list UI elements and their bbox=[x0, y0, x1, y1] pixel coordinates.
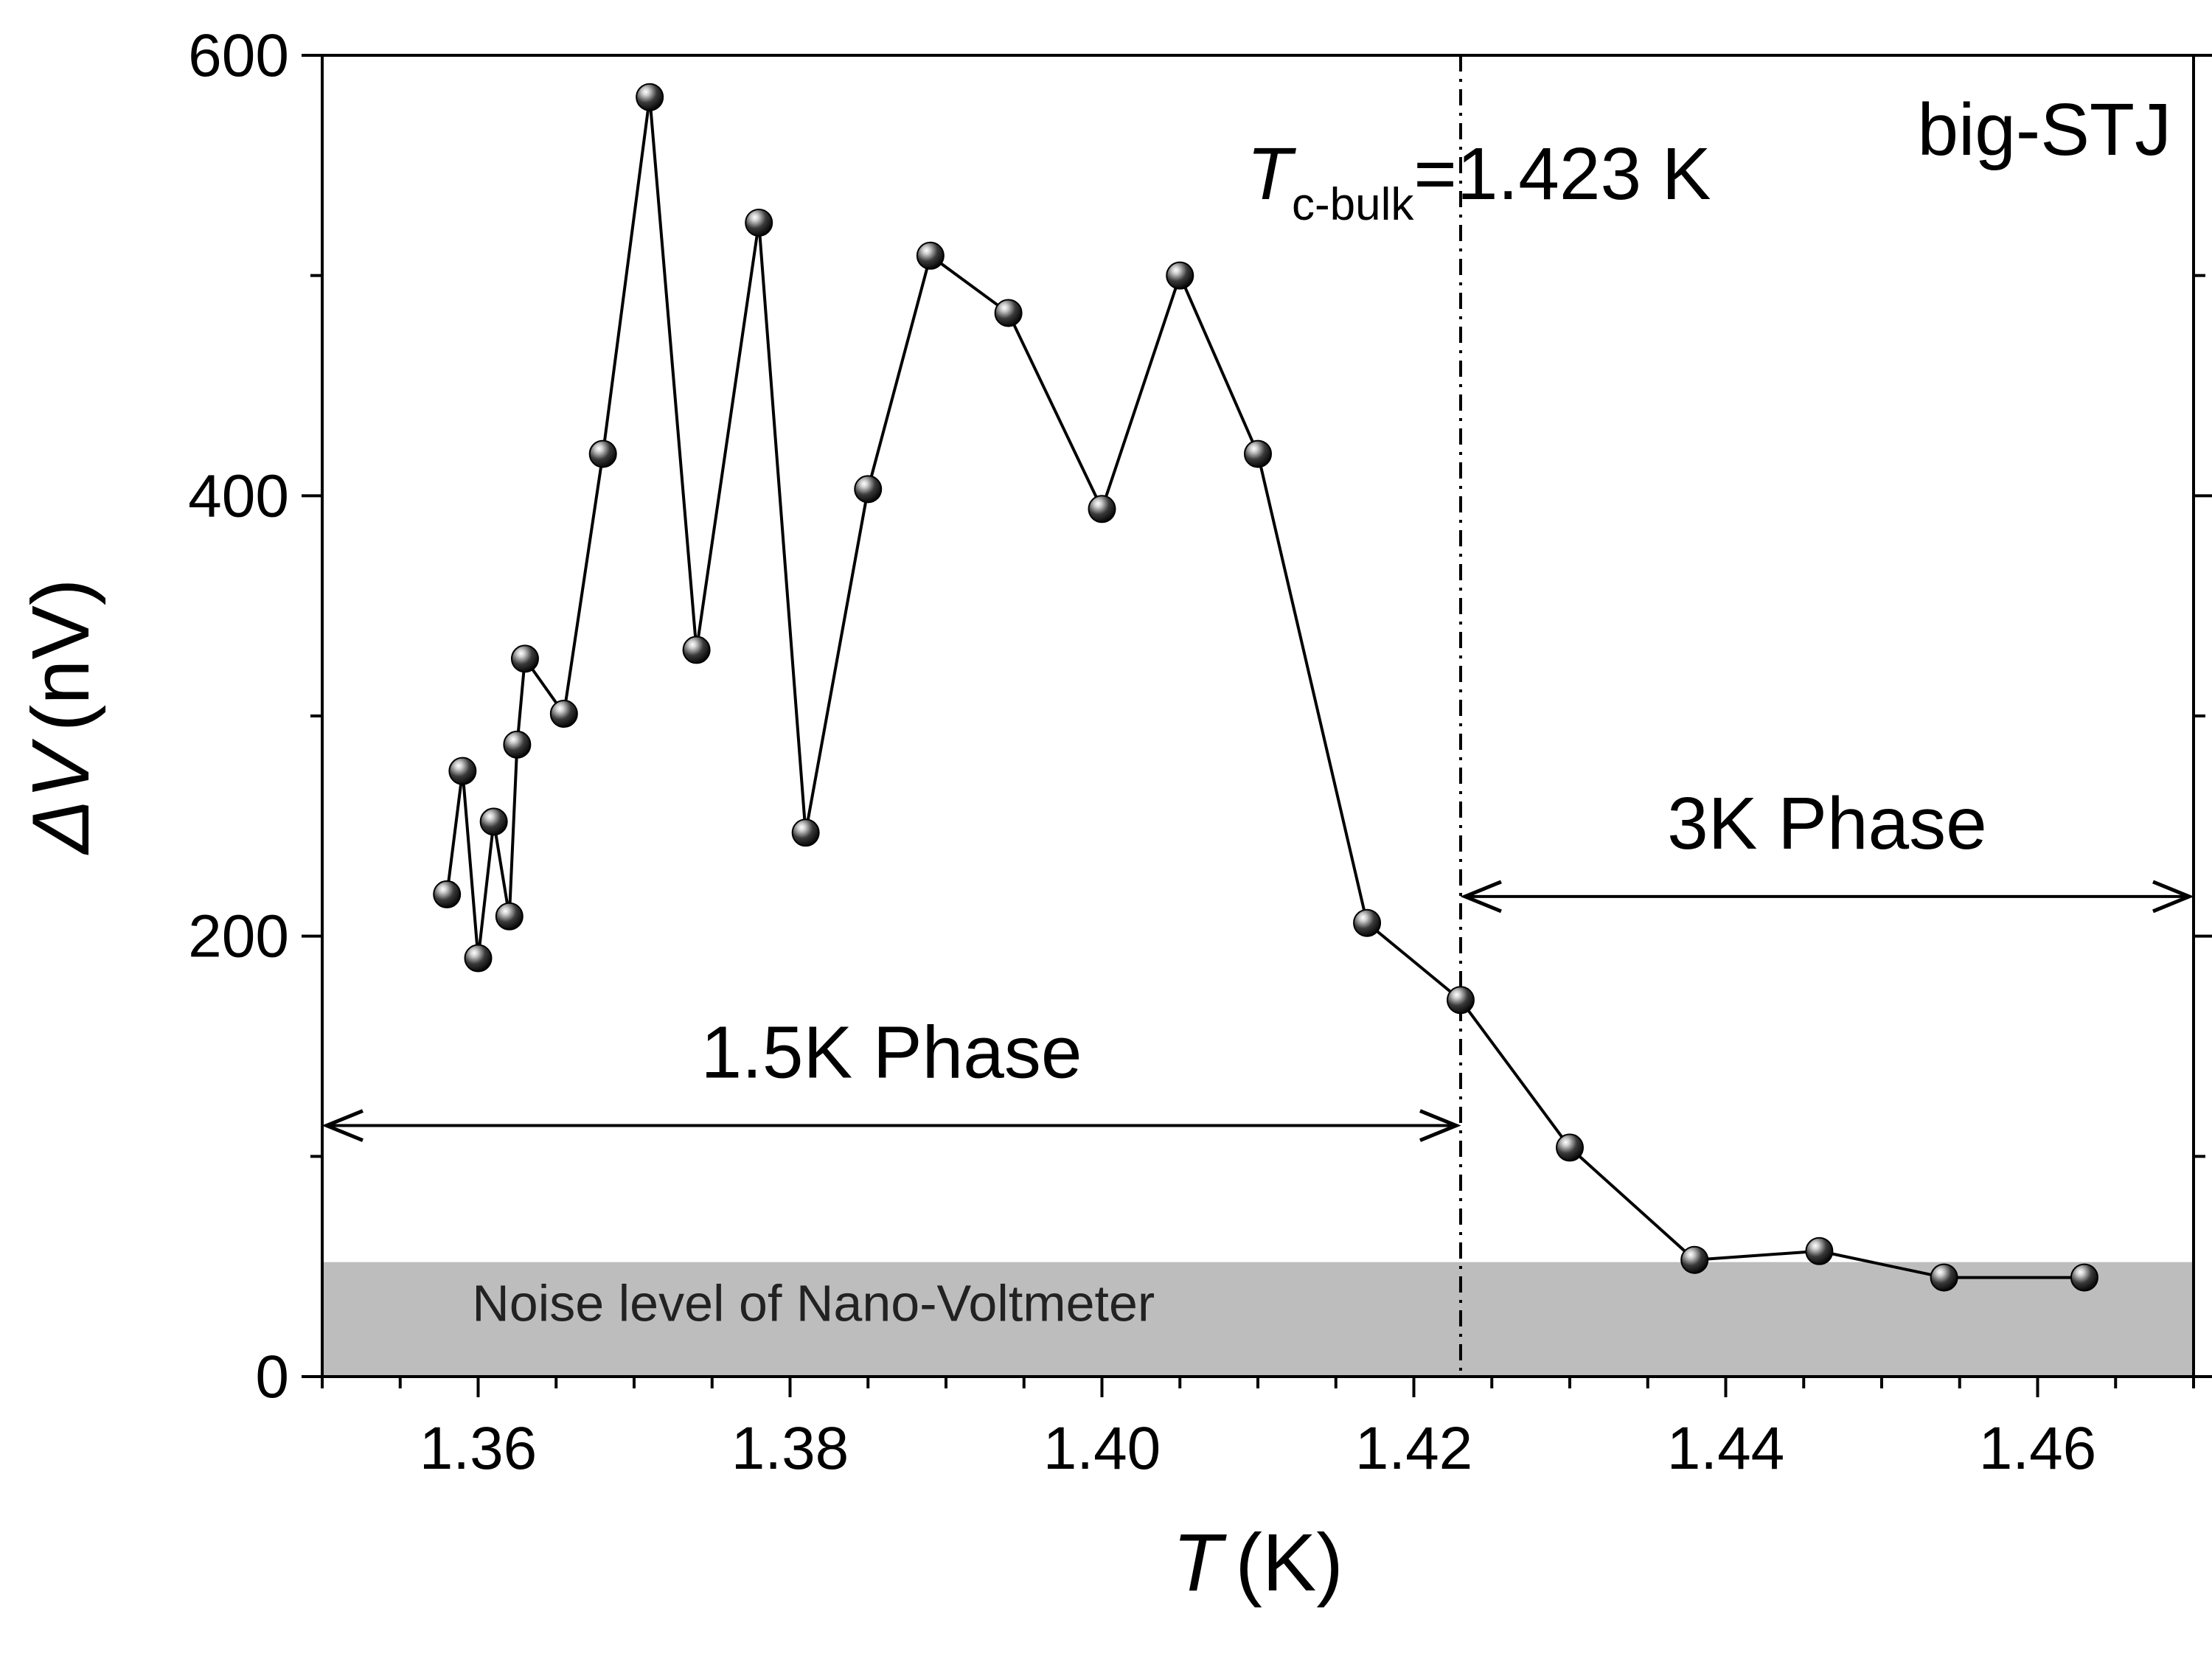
tc-subscript: c-bulk bbox=[1292, 179, 1414, 230]
data-point bbox=[448, 757, 477, 785]
data-point bbox=[1446, 986, 1475, 1015]
y-axis-unit: (nV) bbox=[15, 579, 106, 732]
arrow-head-left bbox=[321, 1109, 364, 1142]
tc-symbol: T bbox=[1247, 133, 1296, 215]
x-axis-unit: (K) bbox=[1235, 1517, 1343, 1608]
phase-arrow-1-5k bbox=[321, 1109, 1461, 1142]
data-point bbox=[636, 83, 664, 111]
data-point bbox=[791, 818, 820, 847]
tc-value: =1.423 K bbox=[1413, 133, 1711, 215]
arrow-head-left bbox=[1460, 880, 1502, 914]
arrow-head-right bbox=[1419, 1109, 1461, 1142]
data-points bbox=[433, 83, 2098, 1292]
x-tick-label: 1.46 bbox=[1979, 1415, 2097, 1482]
noise-band bbox=[322, 1262, 2194, 1377]
y-tick-label: 200 bbox=[188, 903, 289, 970]
x-axis-label: T (K) bbox=[1172, 1517, 1343, 1608]
data-point bbox=[1088, 495, 1116, 524]
y-tick-label: 600 bbox=[188, 22, 289, 89]
x-tick-label: 1.36 bbox=[420, 1415, 538, 1482]
data-point bbox=[1930, 1263, 1958, 1292]
data-point bbox=[1556, 1133, 1584, 1162]
data-point bbox=[549, 700, 578, 728]
phase-label-1-5k: 1.5K Phase bbox=[700, 1012, 1082, 1094]
data-point bbox=[495, 902, 524, 931]
x-ticks bbox=[321, 1377, 2195, 1397]
data-point bbox=[588, 439, 617, 468]
phase-arrow-3k bbox=[1460, 880, 2194, 914]
sample-label: big-STJ bbox=[1917, 88, 2171, 171]
data-point bbox=[464, 944, 493, 973]
y-tick-label: 0 bbox=[255, 1343, 289, 1411]
x-tick-label: 1.40 bbox=[1043, 1415, 1161, 1482]
data-point bbox=[1353, 908, 1382, 937]
y-ticks bbox=[302, 54, 2212, 1378]
x-tick-label: 1.42 bbox=[1355, 1415, 1473, 1482]
y-tick-label: 400 bbox=[188, 462, 289, 529]
data-point bbox=[2070, 1263, 2098, 1292]
data-point bbox=[503, 730, 532, 759]
data-point bbox=[1244, 439, 1272, 468]
x-tick-labels: 1.36 1.38 1.40 1.42 1.44 1.46 bbox=[420, 1415, 2097, 1482]
x-tick-label: 1.44 bbox=[1667, 1415, 1785, 1482]
x-axis-symbol: T bbox=[1172, 1517, 1227, 1608]
x-tick-label: 1.38 bbox=[731, 1415, 849, 1482]
data-point bbox=[433, 880, 462, 908]
data-point bbox=[479, 807, 508, 836]
data-point bbox=[1166, 261, 1194, 290]
data-point bbox=[1805, 1237, 1834, 1265]
y-axis-label: ΔV(nV) bbox=[15, 579, 106, 856]
data-point bbox=[510, 644, 539, 673]
tc-bulk-label: Tc-bulk=1.423 K bbox=[1247, 133, 1711, 230]
data-point bbox=[745, 208, 773, 237]
data-point bbox=[682, 636, 711, 664]
series-line bbox=[445, 95, 2084, 1279]
phase-label-3k: 3K Phase bbox=[1667, 782, 1987, 865]
data-point bbox=[916, 241, 945, 270]
arrow-head-right bbox=[2152, 880, 2194, 914]
y-tick-labels: 0 200 400 600 bbox=[188, 22, 289, 1411]
noise-label: Noise level of Nano-Voltmeter bbox=[472, 1275, 1155, 1332]
plot-frame bbox=[321, 54, 2195, 1378]
data-point bbox=[854, 475, 883, 504]
data-point bbox=[1680, 1245, 1709, 1274]
y-axis-symbol: ΔV bbox=[15, 739, 106, 856]
data-point bbox=[994, 299, 1023, 327]
